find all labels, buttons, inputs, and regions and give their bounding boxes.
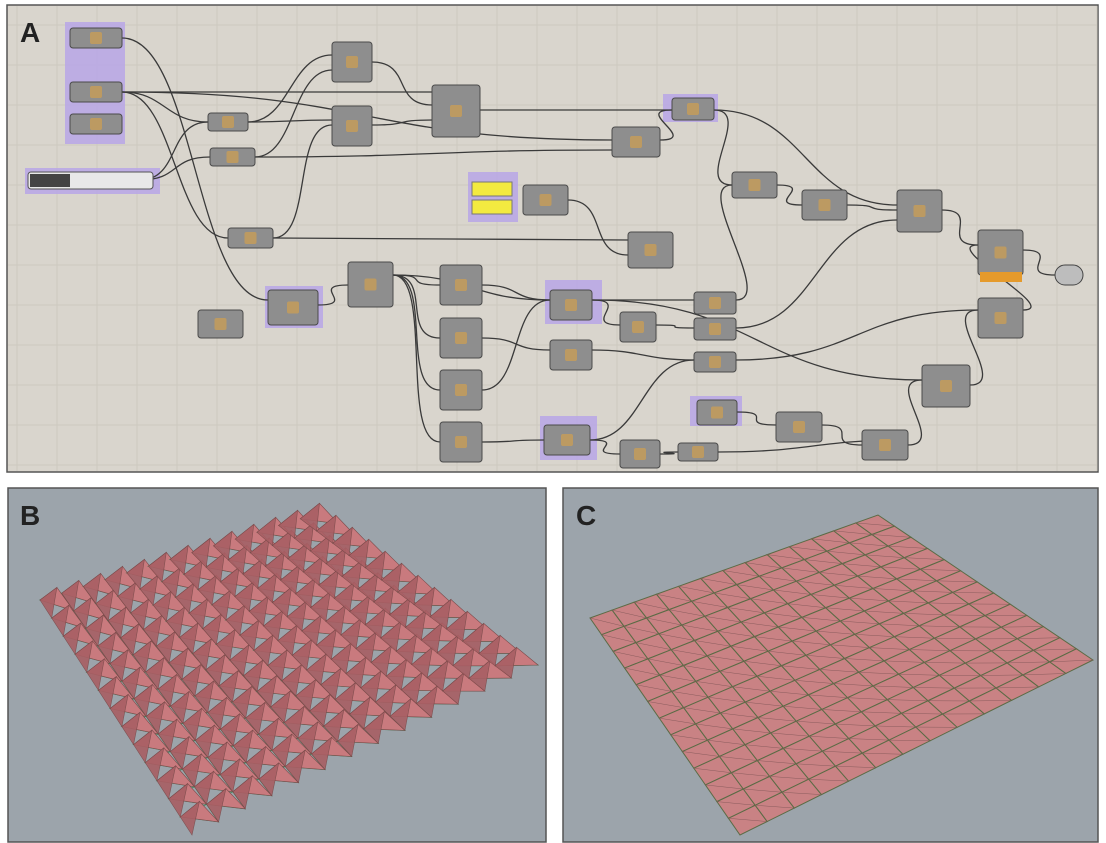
node-icon [215, 318, 227, 330]
node-icon [365, 279, 377, 291]
panel-label: B [20, 500, 40, 531]
node-icon [455, 279, 467, 291]
output-node [1055, 265, 1083, 285]
node-icon [632, 321, 644, 333]
slider-label [30, 174, 70, 187]
node-icon [455, 384, 467, 396]
node-icon [819, 199, 831, 211]
node-icon [687, 103, 699, 115]
node-icon [565, 349, 577, 361]
node-icon [90, 118, 102, 130]
node-icon [455, 436, 467, 448]
node-icon [793, 421, 805, 433]
node-icon [709, 323, 721, 335]
node-icon [645, 244, 657, 256]
node-icon [222, 116, 234, 128]
status-bar [980, 272, 1022, 282]
node-icon [995, 247, 1007, 259]
node-icon [245, 232, 257, 244]
node-icon [346, 120, 358, 132]
figure: A B C [0, 0, 1106, 843]
node-icon [709, 356, 721, 368]
node-icon [630, 136, 642, 148]
node-icon [711, 407, 723, 419]
node-icon [561, 434, 573, 446]
panel [472, 200, 512, 214]
node-icon [540, 194, 552, 206]
panel-label: A [20, 17, 40, 48]
panel [472, 182, 512, 196]
node-icon [346, 56, 358, 68]
panel-label: C [576, 500, 596, 531]
node-icon [914, 205, 926, 217]
node-icon [287, 302, 299, 314]
node-icon [455, 332, 467, 344]
node-icon [90, 32, 102, 44]
node-icon [692, 446, 704, 458]
node-icon [634, 448, 646, 460]
node-icon [565, 299, 577, 311]
node-icon [450, 105, 462, 117]
node-icon [227, 151, 239, 163]
node-icon [749, 179, 761, 191]
node-icon [879, 439, 891, 451]
node-icon [90, 86, 102, 98]
node-icon [709, 297, 721, 309]
node-icon [940, 380, 952, 392]
node-icon [995, 312, 1007, 324]
